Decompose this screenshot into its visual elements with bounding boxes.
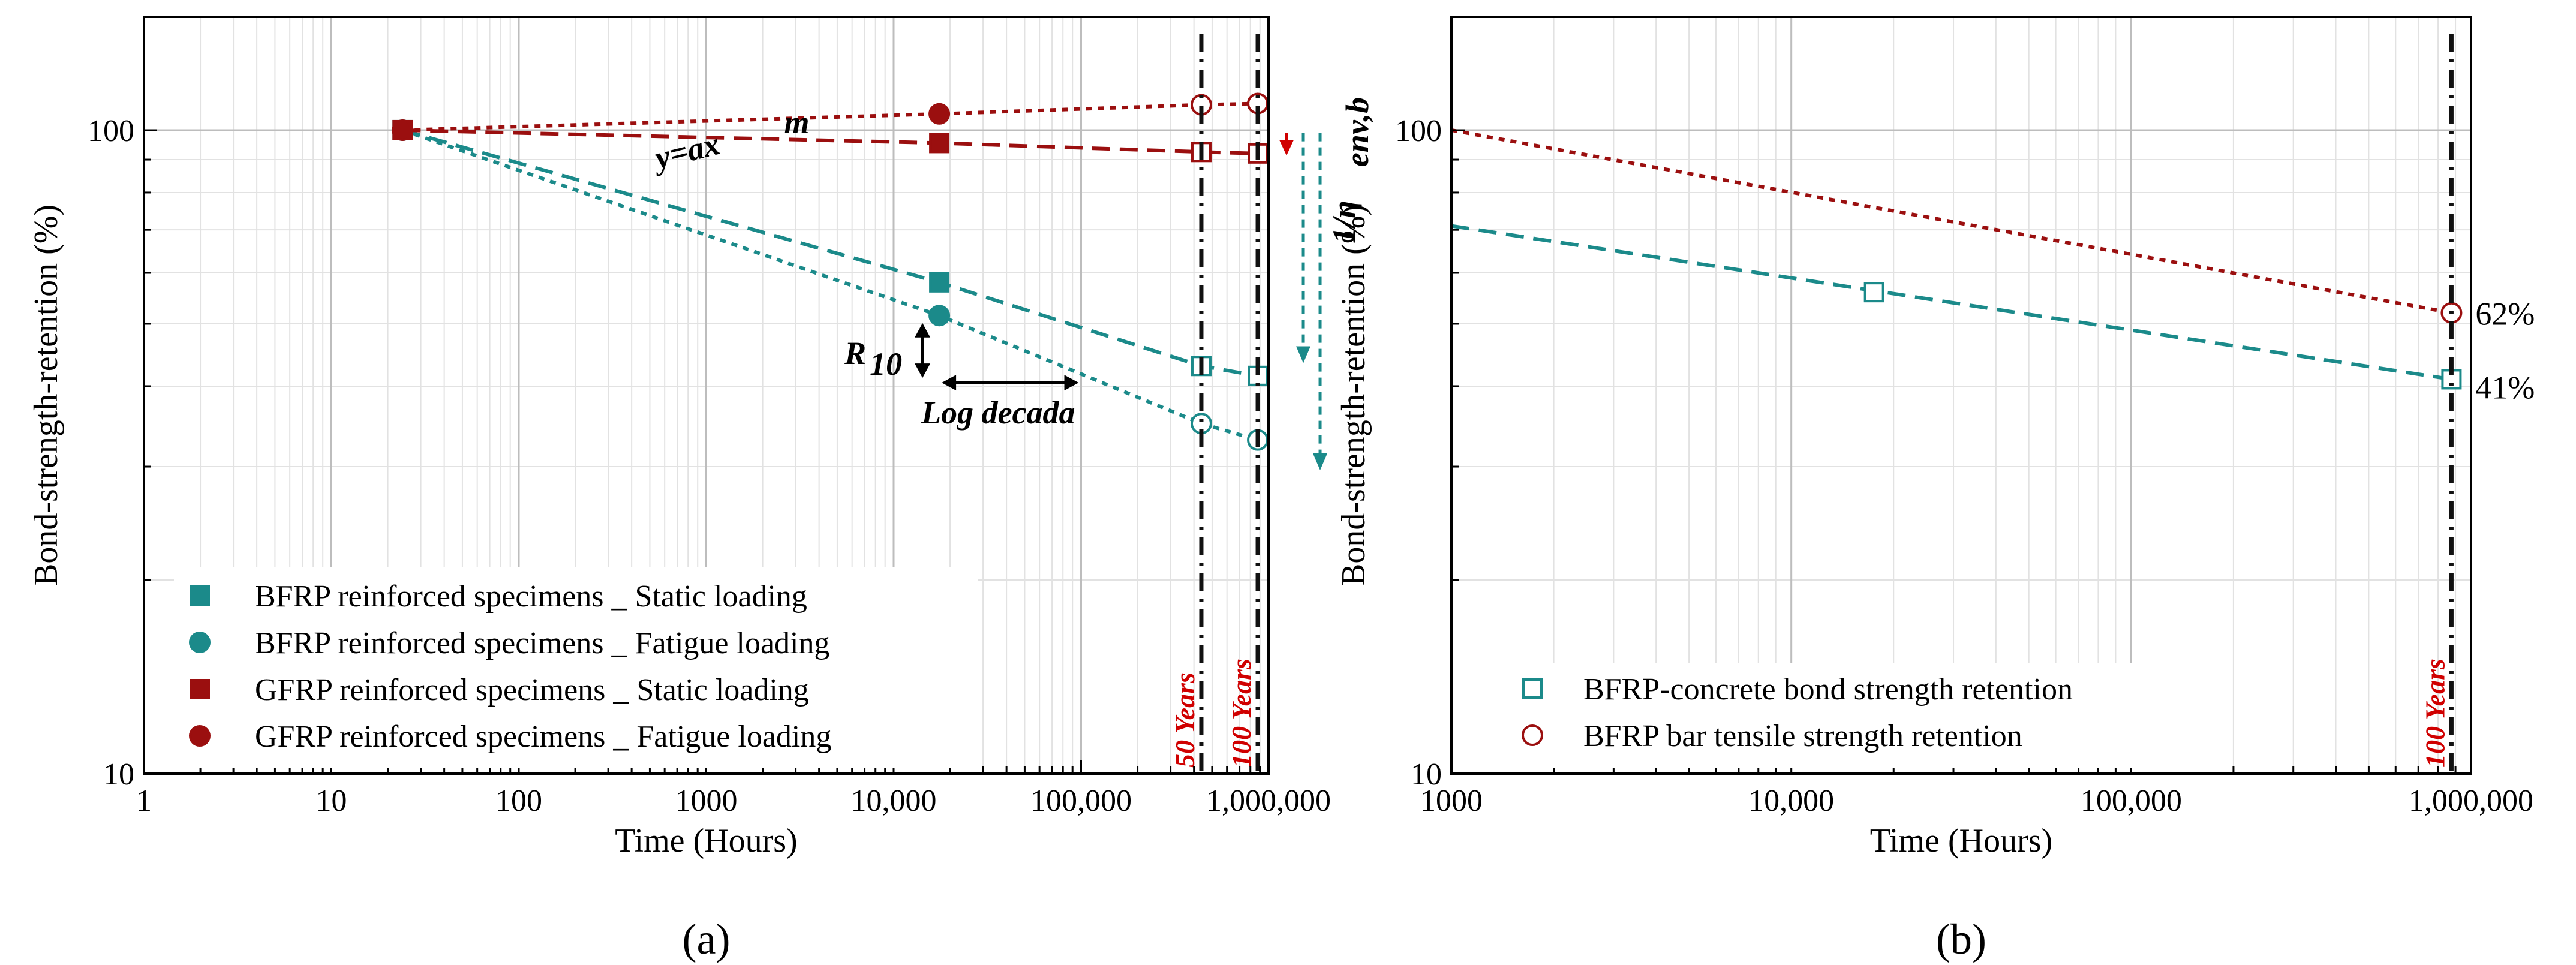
log-decade-arrowhead-right: [1064, 375, 1079, 391]
legend-label: BFRP reinforced specimens _ Fatigue load…: [255, 626, 829, 660]
series-line: [402, 101, 1258, 132]
series-group: [1451, 128, 2463, 390]
y-tick-label: 10: [103, 757, 134, 792]
series-line: [402, 128, 1258, 442]
x-tick-label: 10,000: [851, 784, 937, 818]
legend-marker: [189, 725, 211, 747]
series-group: [392, 92, 1269, 451]
legend-marker: [1522, 678, 1543, 699]
x-tick-label: 100,000: [1030, 784, 1132, 818]
legend-marker: [190, 679, 210, 699]
x-tick-label: 100,000: [2081, 784, 2182, 818]
env-arrowhead-bfrp: [1313, 453, 1328, 471]
x-axis-label: Time (Hours): [615, 822, 797, 859]
legend-box: [174, 567, 978, 768]
x-tick-label: 1000: [675, 784, 738, 818]
panel-b: 100 Years 62% 41% 1000 10,000 100,000 1,000,00…: [1335, 16, 2535, 963]
power-law-exponent: m: [784, 104, 810, 140]
legend-label: BFRP bar tensile strength retention: [1583, 719, 2022, 753]
design-life-label: 50 Years: [1170, 672, 1200, 768]
r10-arrowhead-up: [915, 323, 931, 338]
legend: BFRP reinforced specimens _ Static loadi…: [174, 567, 978, 768]
design-life-label: 100 Years: [2419, 659, 2450, 768]
legend: BFRP-concrete bond strength retention BFR…: [1487, 663, 2195, 768]
y-tick-label: 100: [1395, 114, 1442, 148]
legend-marker: [189, 632, 211, 653]
x-tick-label: 1,000,000: [2409, 784, 2533, 818]
power-law-label: y=ax: [648, 125, 723, 177]
end-label-tensile: 62%: [2475, 296, 2535, 332]
legend-label: GFRP reinforced specimens _ Fatigue load…: [255, 720, 831, 754]
x-tick-label: 10,000: [1748, 784, 1834, 818]
series-line: [1451, 224, 2452, 381]
x-tick-label: 1,000,000: [1206, 784, 1331, 818]
r10-subscript: 10: [870, 346, 902, 382]
plot-frame: [143, 16, 1270, 775]
annotations: y=ax m R 10 Log decada 1/η env,b: [648, 97, 1375, 471]
x-tick-label: 1: [136, 784, 152, 818]
data-point: [929, 272, 950, 293]
y-tick-label: 100: [88, 114, 134, 148]
data-point: [928, 305, 951, 327]
data-point: [928, 103, 951, 125]
legend-label: BFRP reinforced specimens _ Static loadi…: [255, 579, 807, 614]
r10-label: R: [844, 335, 866, 371]
x-tick-label: 100: [495, 784, 542, 818]
env-arrowhead-gfrp: [1279, 140, 1294, 156]
x-axis-label: Time (Hours): [1870, 822, 2052, 859]
log-decade-arrowhead-left: [942, 375, 957, 391]
y-tick-label: 10: [1411, 757, 1442, 792]
panel-label-b: (b): [1936, 915, 1986, 963]
data-point: [392, 119, 414, 141]
legend-marker: [190, 585, 210, 606]
r10-arrowhead-down: [915, 363, 931, 378]
y-axis-label: Bond-strength-retention (%): [1335, 205, 1372, 586]
series-line: [402, 128, 1258, 378]
x-tick-label: 10: [316, 784, 347, 818]
legend-box: [1487, 663, 2195, 768]
grid: [1450, 17, 2472, 775]
data-point: [1863, 282, 1884, 303]
env-arrowhead-bfrp-static: [1296, 346, 1311, 363]
series-line: [402, 128, 1258, 155]
panel-label-a: (a): [683, 915, 731, 963]
x-tick-label: 1000: [1420, 784, 1483, 818]
env-factor-subscript: env,b: [1339, 97, 1375, 167]
log-decade-label: Log decada: [921, 395, 1075, 431]
series-line: [1451, 128, 2452, 315]
data-point: [929, 133, 950, 154]
env-factor-label: 1/η: [1326, 200, 1362, 243]
y-axis-label: Bond-strength-retention (%): [28, 205, 65, 586]
design-life-label: 100 Years: [1226, 659, 1257, 768]
end-label-bond: 41%: [2475, 369, 2535, 405]
plot-frame: [1450, 16, 2472, 775]
legend-label: GFRP reinforced specimens _ Static loadi…: [255, 673, 809, 707]
legend-label: BFRP-concrete bond strength retention: [1583, 672, 2073, 707]
legend-marker: [1522, 724, 1543, 746]
